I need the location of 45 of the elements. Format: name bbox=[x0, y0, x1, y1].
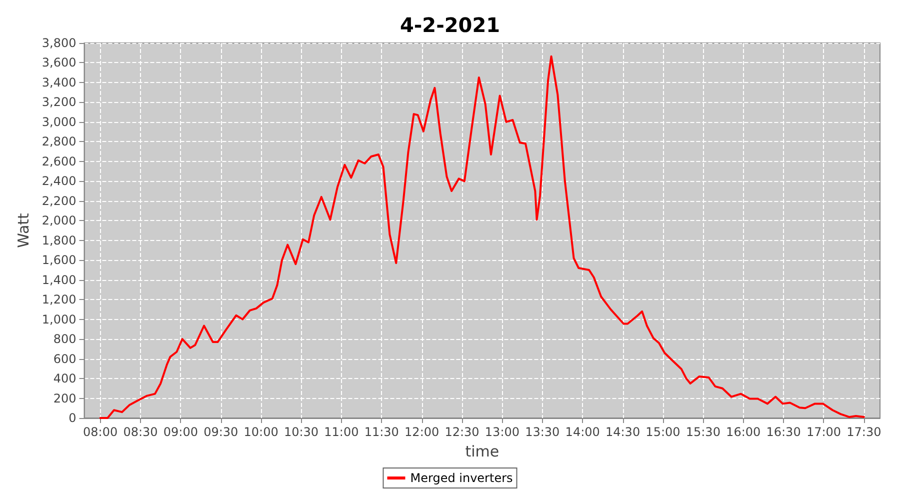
y-tick-label: 1,800 bbox=[42, 233, 76, 248]
x-tick-label: 10:30 bbox=[284, 425, 319, 439]
y-tick-label: 200 bbox=[53, 391, 76, 406]
y-tick-label: 0 bbox=[68, 411, 76, 425]
y-tick-label: 2,600 bbox=[42, 154, 76, 168]
x-tick-label: 14:30 bbox=[605, 425, 640, 439]
y-tick-label: 1,600 bbox=[42, 253, 76, 268]
y-axis-title: Watt bbox=[14, 212, 32, 248]
y-tick-label: 1,000 bbox=[42, 312, 76, 326]
x-tick-label: 15:00 bbox=[646, 425, 680, 439]
y-tick-label: 2,400 bbox=[42, 174, 76, 188]
y-tick-label: 3,400 bbox=[42, 75, 76, 90]
x-tick-label: 09:00 bbox=[163, 425, 198, 439]
x-tick-label: 11:30 bbox=[364, 425, 399, 439]
x-tick-label: 13:30 bbox=[525, 425, 560, 439]
x-axis-title: time bbox=[465, 442, 500, 460]
y-tick-label: 3,000 bbox=[42, 114, 76, 129]
y-tick-label: 800 bbox=[53, 332, 76, 346]
x-tick-label: 09:30 bbox=[204, 425, 238, 439]
x-tick-label: 10:00 bbox=[244, 425, 278, 439]
x-tick-label: 08:30 bbox=[123, 425, 158, 439]
y-tick-label: 2,000 bbox=[42, 214, 76, 228]
x-tick-label: 17:00 bbox=[806, 425, 842, 439]
x-tick-label: 15:30 bbox=[686, 425, 720, 439]
y-tick-label: 1,200 bbox=[42, 292, 76, 307]
x-tick-label: 14:00 bbox=[565, 425, 600, 439]
x-tick-label: 17:30 bbox=[846, 425, 882, 439]
line-series bbox=[99, 55, 865, 419]
chart-title: 4-2-2021 bbox=[400, 13, 500, 37]
x-tick-label: 08:00 bbox=[83, 425, 118, 439]
y-tick-label: 3,800 bbox=[42, 36, 76, 50]
x-tick-label: 12:30 bbox=[444, 425, 480, 439]
x-tick-label: 11:00 bbox=[324, 425, 359, 439]
y-tick-label: 2,200 bbox=[42, 194, 76, 208]
y-tick-label: 1,400 bbox=[42, 272, 76, 287]
y-tick-label: 600 bbox=[53, 352, 76, 366]
legend-label: Merged inverters bbox=[410, 471, 513, 485]
y-tick-label: 2,800 bbox=[42, 134, 76, 149]
y-tick-label: 3,600 bbox=[42, 56, 76, 70]
x-tick-label: 12:00 bbox=[404, 425, 440, 439]
x-tick-label: 13:00 bbox=[484, 425, 520, 439]
x-tick-label: 16:00 bbox=[726, 425, 761, 439]
y-tick-label: 400 bbox=[53, 372, 76, 386]
x-tick-label: 16:30 bbox=[766, 425, 801, 439]
y-tick-label: 3,200 bbox=[42, 95, 76, 110]
